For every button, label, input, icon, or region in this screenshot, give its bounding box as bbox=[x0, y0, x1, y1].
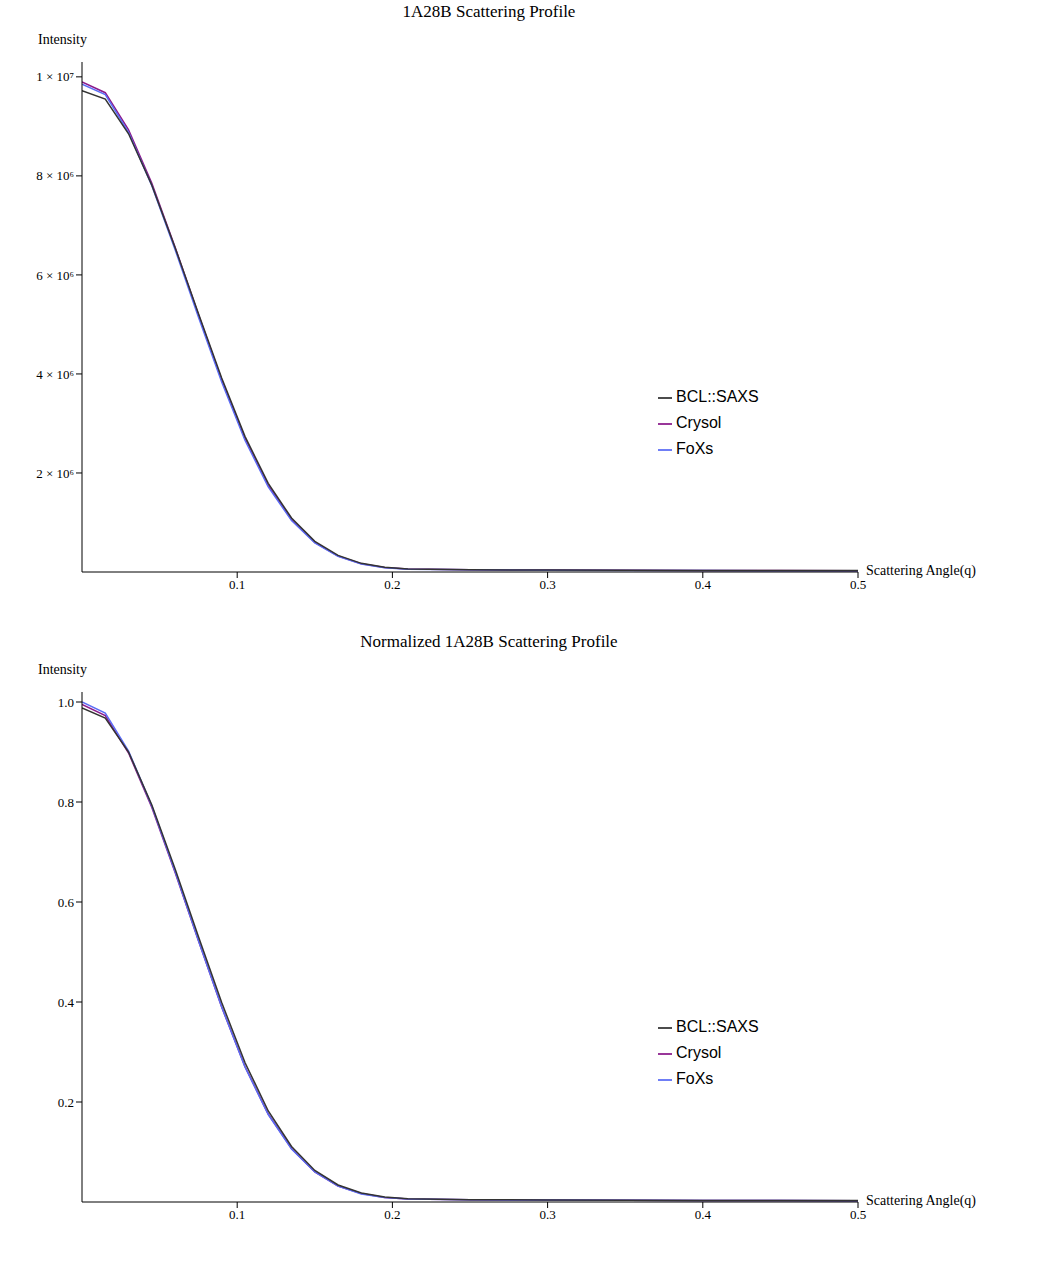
html-text:Scattering Angle(q): Scattering Angle(q) bbox=[866, 563, 976, 578]
svg-text:0.5: 0.5 bbox=[850, 577, 866, 592]
svg-text:8 × 10⁶: 8 × 10⁶ bbox=[36, 168, 74, 183]
html-text:Intensity: Intensity bbox=[38, 32, 87, 47]
svg-text:0.1: 0.1 bbox=[229, 577, 245, 592]
svg-text:4 × 10⁶: 4 × 10⁶ bbox=[36, 367, 74, 382]
html-text:Crysol: Crysol bbox=[676, 1044, 722, 1061]
svg-text:0.3: 0.3 bbox=[539, 1207, 555, 1222]
svg-text:0.8: 0.8 bbox=[58, 795, 74, 810]
svg-text:0.4: 0.4 bbox=[695, 577, 712, 592]
svg-text:0.2: 0.2 bbox=[58, 1095, 74, 1110]
svg-text:6 × 10⁶: 6 × 10⁶ bbox=[36, 268, 74, 283]
html-text:1A28B Scattering Profile: 1A28B Scattering Profile bbox=[402, 2, 576, 21]
svg-text:0.1: 0.1 bbox=[229, 1207, 245, 1222]
svg-text:0.4: 0.4 bbox=[58, 995, 75, 1010]
html-text:BCL::SAXS: BCL::SAXS bbox=[676, 388, 759, 405]
svg-text:0.4: 0.4 bbox=[695, 1207, 712, 1222]
svg-text:1.0: 1.0 bbox=[58, 695, 74, 710]
svg-text:0.2: 0.2 bbox=[384, 577, 400, 592]
svg-text:0.2: 0.2 bbox=[384, 1207, 400, 1222]
html-text:Intensity: Intensity bbox=[38, 662, 87, 677]
html-text:Normalized 1A28B Scattering Pr: Normalized 1A28B Scattering Profile bbox=[360, 632, 618, 651]
html-text:Crysol: Crysol bbox=[676, 414, 722, 431]
html-text:Scattering Angle(q): Scattering Angle(q) bbox=[866, 1193, 976, 1208]
svg-text:0.5: 0.5 bbox=[850, 1207, 866, 1222]
html-text:FoXs: FoXs bbox=[676, 440, 714, 457]
svg-text:1 × 10⁷: 1 × 10⁷ bbox=[36, 69, 74, 84]
html-text:BCL::SAXS: BCL::SAXS bbox=[676, 1018, 759, 1035]
svg-text:2 × 10⁶: 2 × 10⁶ bbox=[36, 466, 74, 481]
html-text:FoXs: FoXs bbox=[676, 1070, 714, 1087]
svg-text:0.3: 0.3 bbox=[539, 577, 555, 592]
svg-text:0.6: 0.6 bbox=[58, 895, 75, 910]
